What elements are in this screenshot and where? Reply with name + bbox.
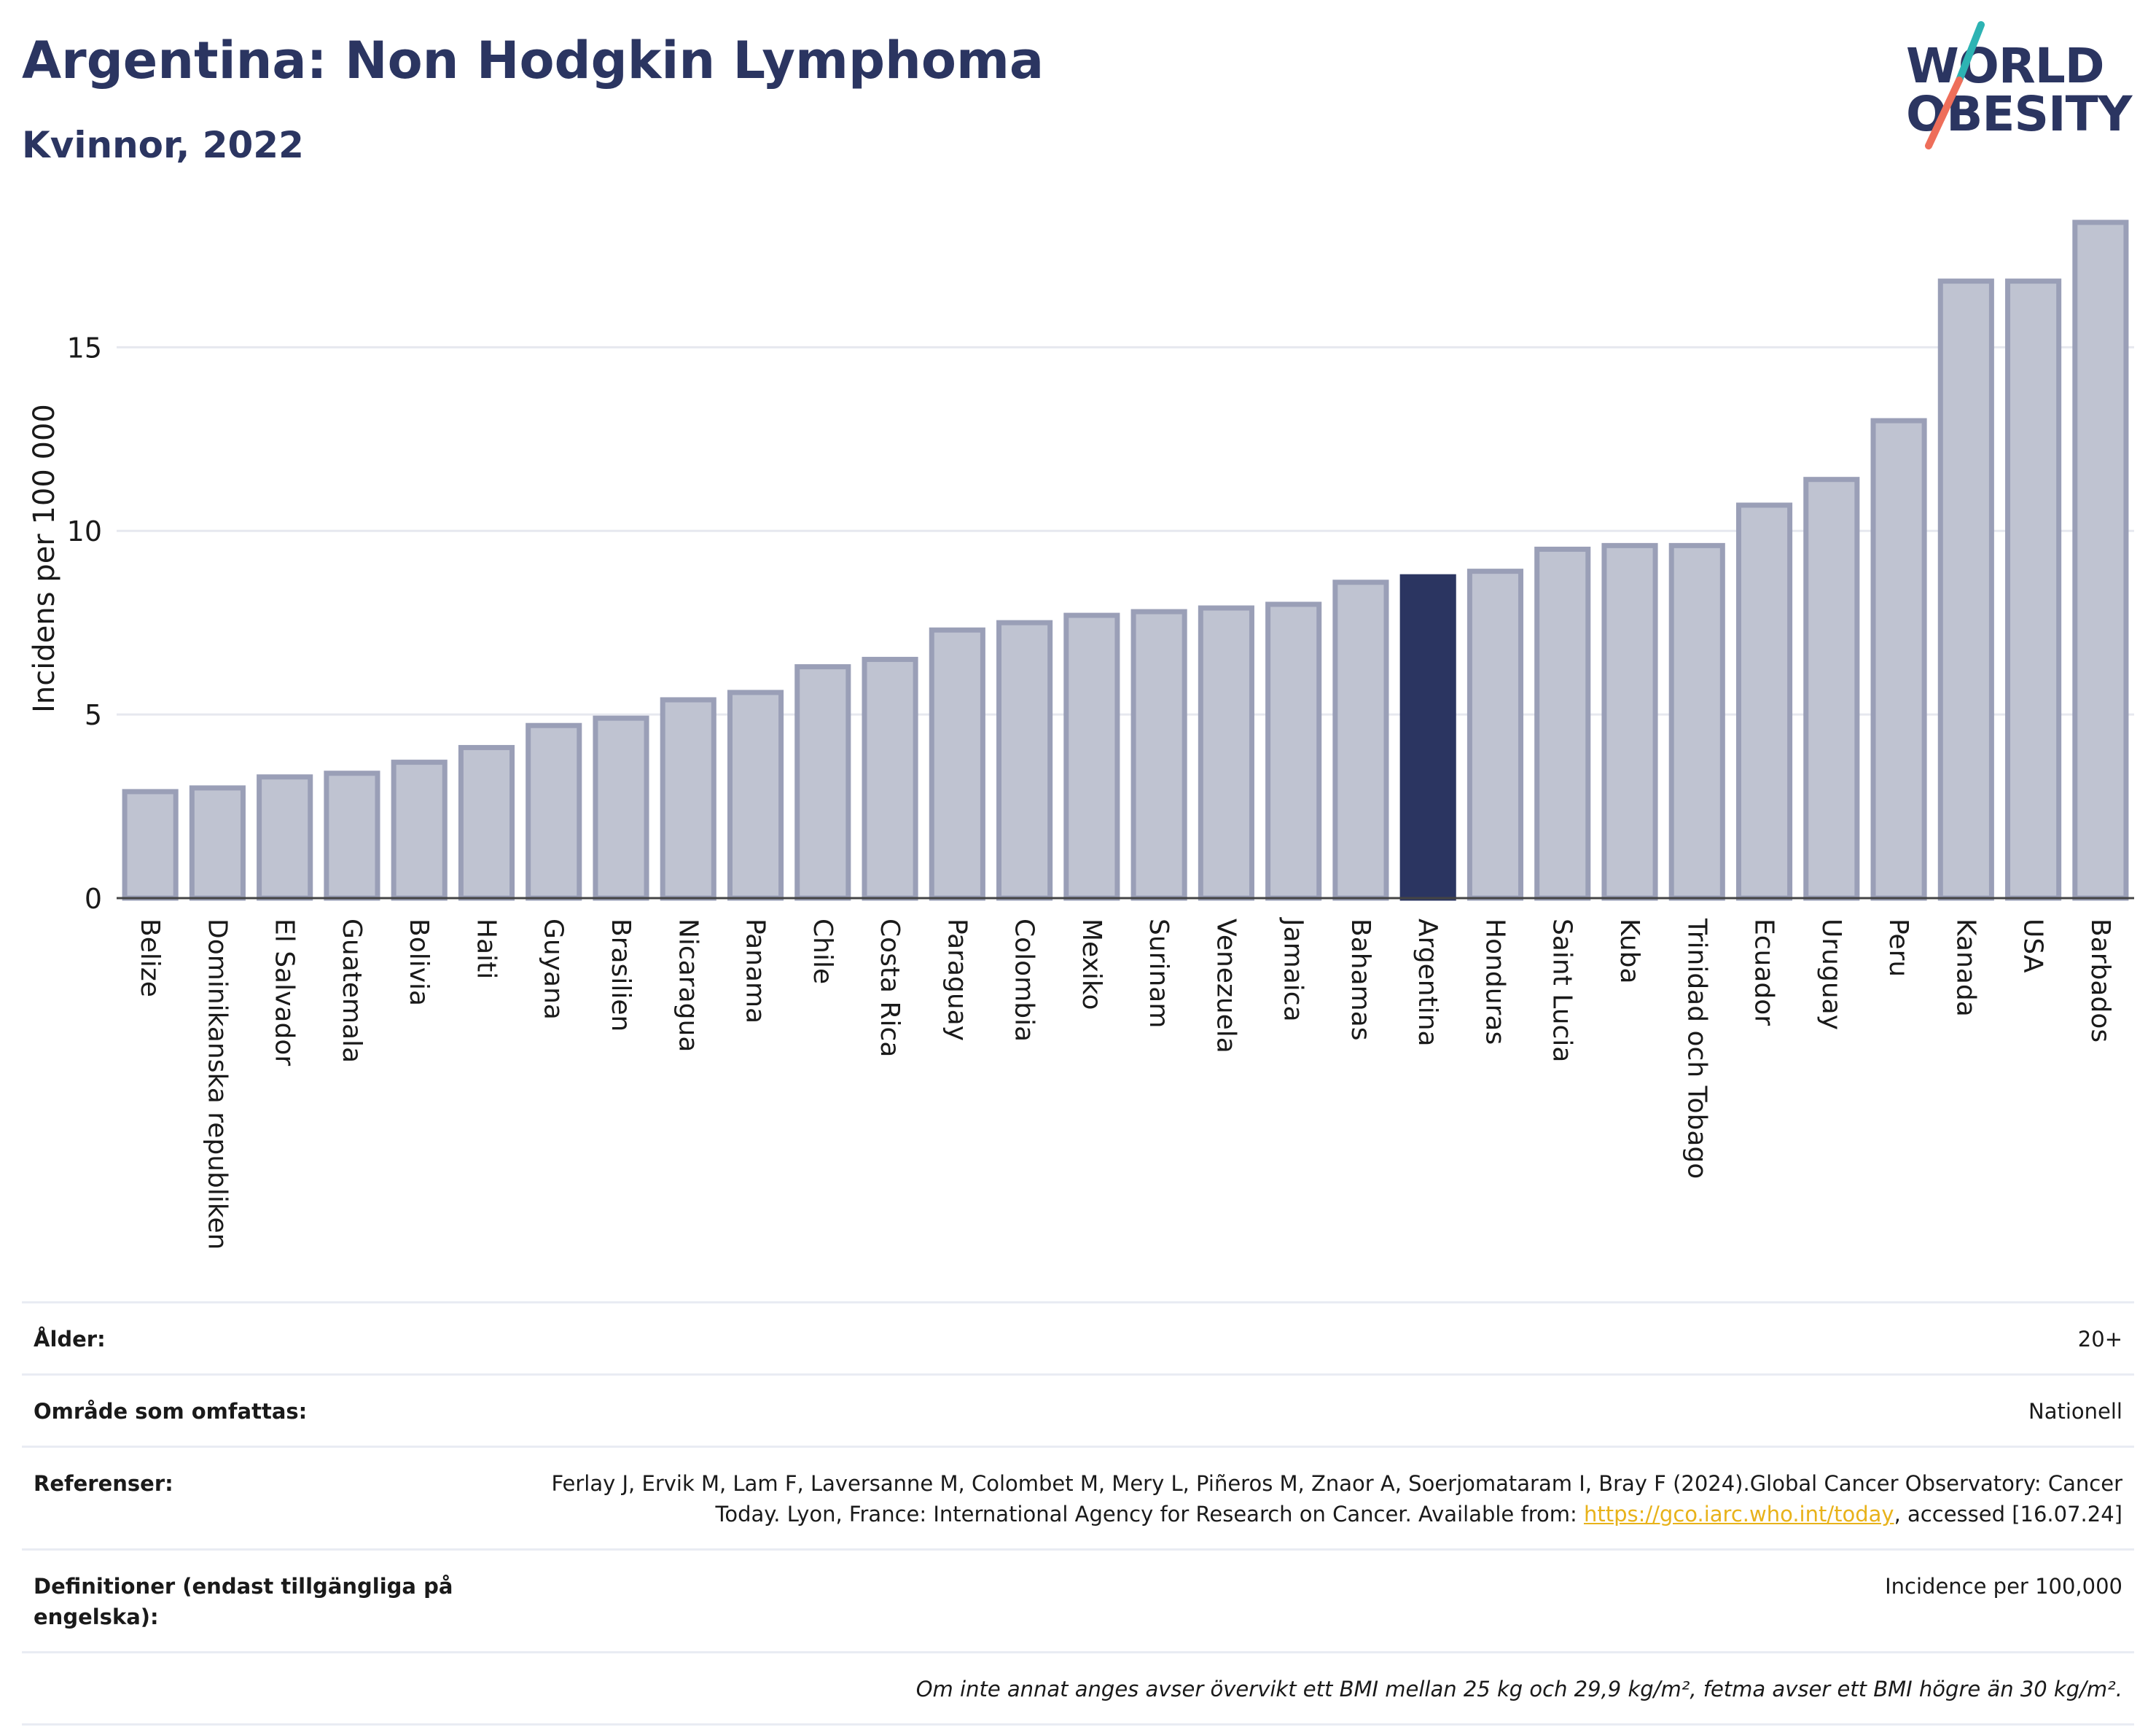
bar: [1668, 542, 1725, 901]
x-tick-label: Guyana: [539, 919, 569, 1020]
x-tick-label: Guatemala: [337, 919, 367, 1063]
bar: [794, 664, 851, 901]
x-tick-label: Chile: [808, 919, 837, 984]
bar: [1870, 418, 1927, 901]
bar: [1937, 278, 1994, 901]
x-tick-label: Bolivia: [404, 919, 434, 1006]
bar: [122, 789, 179, 901]
bar: [1130, 609, 1187, 901]
y-tick-label: 15: [67, 332, 102, 364]
page-title: Argentina: Non Hodgkin Lymphoma: [22, 31, 1044, 90]
y-axis-label: Incidens per 100 000: [28, 404, 61, 713]
info-row-references: Referenser: Ferlay J, Ervik M, Lam F, La…: [22, 1446, 2134, 1548]
x-tick-label: Belize: [135, 919, 165, 997]
x-tick-label: Honduras: [1480, 919, 1509, 1045]
bar: [996, 620, 1053, 901]
x-tick-label: Kanada: [1950, 919, 1980, 1017]
bar: [2072, 219, 2129, 901]
x-tick-label: Costa Rica: [875, 919, 905, 1057]
x-tick-label: Panama: [741, 919, 770, 1024]
bar-chart: 0 5 10 15 Incidens per 100 000 Belize Dominika…: [28, 219, 2134, 1249]
x-tick-label: Trinidad och Tobago: [1682, 918, 1711, 1179]
x-tick-label: Haiti: [471, 919, 501, 979]
x-tick-label: Brasilien: [606, 919, 636, 1032]
bar: [324, 771, 380, 901]
references-text: Ferlay J, Ervik M, Lam F, Laversanne M, …: [551, 1471, 2122, 1527]
bar: [1198, 605, 1254, 901]
definitions-label: Definitioner (endast tillgängliga på eng…: [34, 1574, 453, 1629]
info-row-area: Område som omfattas: Nationell: [22, 1373, 2134, 1446]
bar: [593, 715, 649, 901]
bar: [257, 774, 313, 901]
area-value: Nationell: [2028, 1399, 2122, 1424]
references-value: Ferlay J, Ervik M, Lam F, Laversanne M, …: [519, 1468, 2122, 1529]
info-row-age: Ålder: 20+: [22, 1301, 2134, 1373]
bar: [189, 785, 246, 901]
x-tick-label: Bahamas: [1345, 919, 1375, 1041]
info-row-definitions: Definitioner (endast tillgängliga på eng…: [22, 1548, 2134, 1651]
x-tick-label: Paraguay: [942, 919, 972, 1041]
bar: [1063, 612, 1120, 901]
x-tick-label: Barbados: [2085, 919, 2115, 1042]
logo-slash-icon: [1925, 21, 1985, 149]
references-accessed: , accessed [16.07.24]: [1894, 1502, 2122, 1527]
x-tick-label: Jamaica: [1278, 917, 1308, 1022]
x-tick-label: Uruguay: [1816, 919, 1846, 1030]
bar: [2005, 278, 2062, 901]
bar: [1534, 546, 1591, 901]
x-tick-label: Kuba: [1614, 919, 1644, 984]
bar: [1466, 569, 1524, 901]
y-tick-label: 0: [85, 883, 102, 915]
bar: [391, 760, 448, 901]
bar: [1265, 601, 1322, 901]
bar: [862, 657, 918, 901]
info-row-note: Om inte annat anges avser övervikt ett B…: [22, 1651, 2134, 1726]
references-link[interactable]: https://gco.iarc.who.int/today: [1583, 1502, 1894, 1527]
bar: [458, 744, 515, 901]
bar: [1332, 580, 1389, 901]
x-tick-label: Surinam: [1144, 919, 1173, 1028]
x-tick-label: Argentina: [1413, 919, 1442, 1047]
logo-line-1: WORLD: [1906, 38, 2105, 94]
area-label: Område som omfattas:: [34, 1399, 308, 1424]
x-tick-label: Mexiko: [1077, 919, 1106, 1010]
x-tick-label: Colombia: [1009, 919, 1039, 1042]
definitions-value: Incidence per 100,000: [1885, 1574, 2122, 1599]
bar-highlight: [1399, 574, 1456, 901]
x-tick-label: Nicaragua: [673, 919, 703, 1052]
age-value: 20+: [2077, 1327, 2122, 1352]
bar: [1735, 502, 1793, 901]
x-tick-label: Venezuela: [1211, 919, 1241, 1053]
page-subtitle: Kvinnor, 2022: [22, 124, 304, 166]
references-label: Referenser:: [34, 1471, 173, 1496]
bar: [660, 697, 716, 901]
bmi-note: Om inte annat anges avser övervikt ett B…: [915, 1677, 2122, 1701]
bar: [1601, 542, 1658, 901]
bar: [526, 722, 582, 901]
x-tick-label: Peru: [1883, 919, 1913, 977]
info-table: Ålder: 20+ Område som omfattas: Nationel…: [22, 1301, 2134, 1726]
x-tick-label: Saint Lucia: [1547, 919, 1577, 1062]
y-tick-label: 10: [67, 515, 102, 547]
x-tick-label: Ecuador: [1749, 919, 1779, 1026]
age-label: Ålder:: [34, 1327, 106, 1352]
bar: [727, 690, 784, 901]
x-tick-label: El Salvador: [270, 919, 300, 1066]
x-tick-label: Dominikanska republiken: [202, 919, 232, 1249]
bar: [1803, 477, 1860, 901]
x-tick-label: USA: [2018, 919, 2048, 973]
y-tick-label: 5: [85, 699, 102, 731]
bar: [929, 627, 985, 901]
